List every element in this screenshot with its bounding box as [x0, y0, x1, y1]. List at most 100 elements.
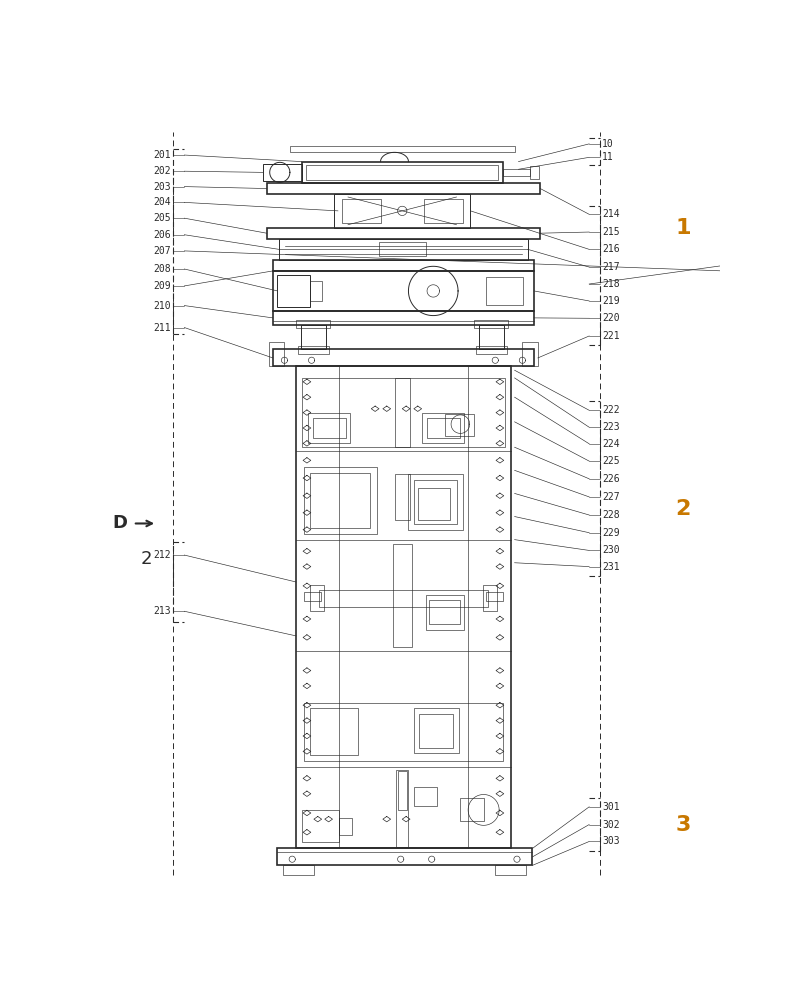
Bar	[426, 595, 464, 630]
Bar	[339, 818, 352, 835]
Bar	[427, 418, 459, 438]
Text: 208: 208	[154, 264, 171, 274]
Bar	[342, 199, 381, 223]
Bar	[296, 366, 510, 848]
Text: 216: 216	[602, 244, 620, 254]
Bar	[310, 708, 358, 755]
Bar	[266, 228, 540, 239]
Text: D: D	[112, 514, 127, 532]
Bar	[424, 199, 462, 223]
Text: 10: 10	[602, 139, 614, 149]
Text: 226: 226	[602, 474, 620, 484]
Bar	[262, 164, 302, 181]
Bar	[304, 703, 503, 761]
Bar	[302, 162, 503, 183]
Bar	[418, 488, 450, 520]
Bar	[302, 810, 339, 842]
Text: 217: 217	[602, 262, 620, 272]
Text: 1: 1	[675, 218, 690, 238]
Text: 220: 220	[602, 313, 620, 323]
Bar	[445, 414, 474, 436]
Bar	[277, 848, 533, 865]
Text: 3: 3	[675, 815, 690, 835]
Bar	[283, 865, 314, 875]
Bar	[273, 349, 534, 366]
Text: 303: 303	[602, 836, 620, 846]
Text: 204: 204	[154, 197, 171, 207]
Bar	[334, 194, 470, 228]
Bar	[273, 311, 534, 325]
Text: 229: 229	[602, 528, 620, 538]
Bar	[310, 281, 322, 301]
Bar	[479, 325, 504, 349]
Bar	[414, 787, 437, 806]
Bar	[298, 346, 329, 354]
Bar	[302, 378, 505, 447]
Bar	[301, 325, 326, 349]
Bar	[269, 342, 285, 366]
Bar	[313, 418, 346, 438]
Text: 223: 223	[602, 422, 620, 432]
Bar	[310, 585, 324, 611]
Text: 231: 231	[602, 562, 620, 572]
Text: 210: 210	[154, 301, 171, 311]
Text: 230: 230	[602, 545, 620, 555]
Text: 205: 205	[154, 213, 171, 223]
Text: 301: 301	[602, 802, 620, 812]
Text: 212: 212	[154, 550, 171, 560]
Bar	[495, 865, 526, 875]
Bar	[394, 378, 410, 447]
Bar	[279, 239, 528, 260]
Text: 227: 227	[602, 492, 620, 502]
Bar	[290, 146, 514, 152]
Bar	[306, 165, 498, 180]
Text: 203: 203	[154, 182, 171, 192]
Bar	[522, 342, 538, 366]
Bar	[379, 242, 426, 256]
Bar	[319, 590, 487, 607]
Bar	[414, 480, 458, 524]
Text: 225: 225	[602, 456, 620, 466]
Bar	[273, 260, 534, 271]
Bar	[308, 413, 350, 443]
Text: 302: 302	[602, 820, 620, 830]
Bar	[503, 169, 530, 176]
Bar	[483, 585, 497, 611]
Bar	[430, 600, 460, 624]
Bar	[476, 346, 507, 354]
Bar	[486, 277, 523, 305]
Text: 206: 206	[154, 230, 171, 240]
Bar	[409, 474, 462, 530]
Bar	[419, 714, 454, 748]
Bar	[394, 474, 410, 520]
Bar	[278, 275, 310, 307]
Text: 218: 218	[602, 279, 620, 289]
Bar	[266, 183, 540, 194]
Text: 219: 219	[602, 296, 620, 306]
Text: 209: 209	[154, 281, 171, 291]
Text: 224: 224	[602, 439, 620, 449]
Text: 2: 2	[141, 550, 152, 568]
Bar	[273, 271, 534, 311]
Bar	[296, 320, 330, 328]
Text: 213: 213	[154, 606, 171, 616]
Bar	[486, 592, 503, 601]
Text: 11: 11	[602, 152, 614, 162]
Text: 214: 214	[602, 209, 620, 219]
Text: 215: 215	[602, 227, 620, 237]
Bar	[304, 466, 378, 534]
Bar	[474, 320, 509, 328]
Text: 228: 228	[602, 510, 620, 520]
Bar	[393, 544, 411, 647]
Text: 207: 207	[154, 246, 171, 256]
Bar	[422, 413, 464, 443]
Bar	[414, 708, 459, 753]
Bar	[460, 798, 484, 821]
Text: 221: 221	[602, 331, 620, 341]
Text: 202: 202	[154, 166, 171, 176]
Bar	[396, 770, 409, 847]
Text: 211: 211	[154, 323, 171, 333]
Text: 222: 222	[602, 405, 620, 415]
Bar	[398, 771, 407, 810]
Text: 201: 201	[154, 150, 171, 160]
